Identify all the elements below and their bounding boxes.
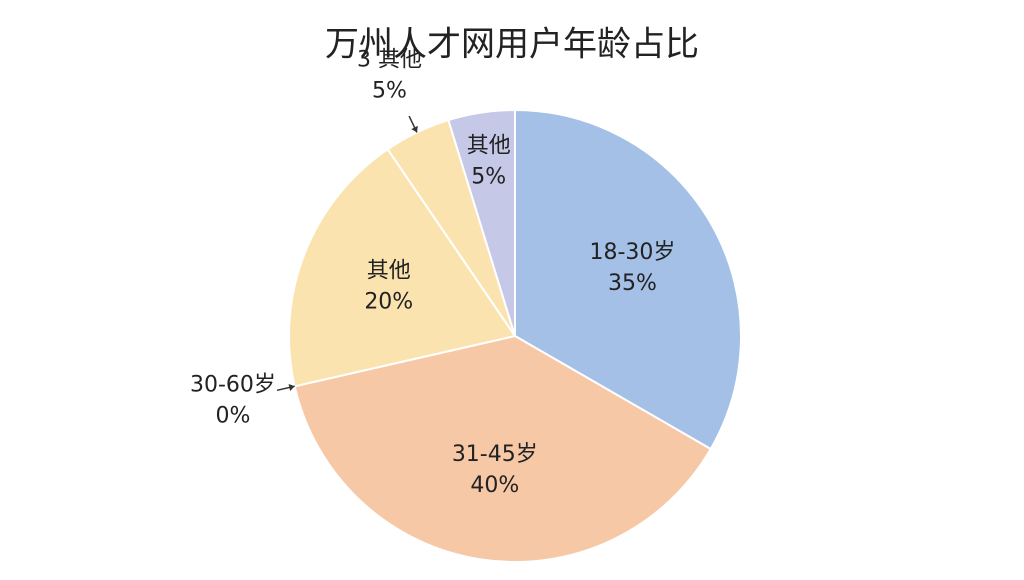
slice-value-label: 5% bbox=[471, 165, 506, 190]
slice-label: 31-45岁 bbox=[452, 442, 538, 467]
slice-label: 18-30岁 bbox=[589, 240, 675, 265]
leader-arrow bbox=[411, 125, 418, 133]
slice-value-label: 35% bbox=[608, 271, 657, 296]
slice-label: 30-60岁 bbox=[190, 372, 276, 397]
pie-slice bbox=[447, 108, 516, 337]
slice-value-label: 5% bbox=[372, 78, 407, 103]
slice-value-label: 40% bbox=[470, 473, 519, 498]
slice-value-label: 20% bbox=[364, 289, 413, 314]
pie-slice bbox=[293, 334, 713, 563]
slice-label: 3 其他 bbox=[357, 47, 422, 72]
pie-slice bbox=[514, 108, 742, 451]
pie-slice bbox=[288, 147, 517, 388]
chart-title: 万州人才网用户年龄占比 bbox=[325, 25, 699, 65]
leader-arrow bbox=[288, 383, 295, 392]
slice-label: 其他 bbox=[467, 134, 511, 159]
slice-label: 其他 bbox=[367, 258, 411, 283]
slice-value-label: 0% bbox=[216, 403, 251, 428]
